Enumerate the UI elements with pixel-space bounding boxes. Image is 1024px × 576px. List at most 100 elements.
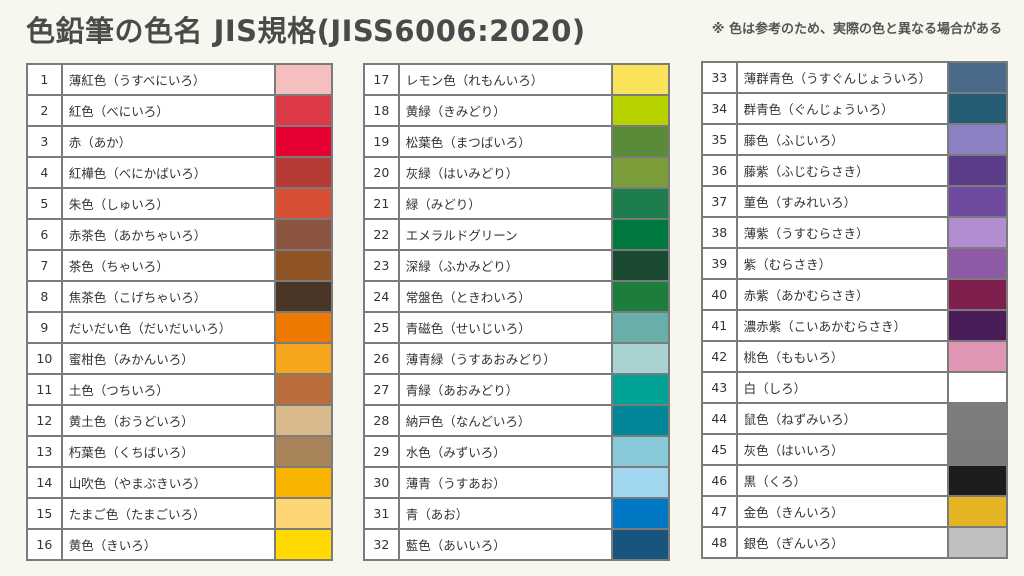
color-number: 36	[701, 154, 738, 187]
color-name: 菫色（すみれいろ）	[735, 185, 950, 218]
color-name: 茶色（ちゃいろ）	[60, 249, 276, 282]
color-name: 藤色（ふじいろ）	[735, 123, 950, 156]
color-name: 薄紫（うすむらさき）	[735, 216, 950, 249]
color-name: エメラルドグリーン	[397, 218, 613, 251]
table-row: 19 松葉色（まつばいろ）	[363, 125, 671, 158]
table-row: 9 だいだい色（だいだいいろ）	[26, 311, 334, 344]
color-name: 松葉色（まつばいろ）	[397, 125, 613, 158]
color-swatch	[610, 280, 671, 313]
color-name: 群青色（ぐんじょういろ）	[735, 92, 950, 125]
color-swatch	[947, 371, 1008, 404]
color-swatch	[947, 340, 1008, 373]
color-swatch	[610, 373, 671, 406]
color-table-column-1: 1 薄紅色（うすべにいろ） 2 紅色（べにいろ） 3 赤（あか） 4 紅樺色（べにかばいろ） 5…	[26, 63, 334, 561]
table-row: 40 赤紫（あかむらさき）	[701, 278, 1008, 311]
color-number: 29	[363, 435, 400, 468]
color-number: 44	[701, 402, 738, 435]
color-name: 納戸色（なんどいろ）	[397, 404, 613, 437]
color-name: 濃赤紫（こいあかむらさき）	[735, 309, 950, 342]
table-row: 18 黄緑（きみどり）	[363, 94, 671, 127]
color-swatch	[947, 526, 1008, 559]
color-swatch	[273, 311, 334, 344]
table-row: 47 金色（きんいろ）	[701, 495, 1008, 528]
color-swatch	[947, 92, 1008, 125]
color-name: 緑（みどり）	[397, 187, 613, 220]
table-row: 8 焦茶色（こげちゃいろ）	[26, 280, 334, 313]
color-number: 14	[26, 466, 63, 499]
disclaimer-note: ※ 色は参考のため、実際の色と異なる場合がある	[711, 22, 1002, 37]
table-row: 39 紫（むらさき）	[701, 247, 1008, 280]
table-row: 42 桃色（ももいろ）	[701, 340, 1008, 373]
color-swatch	[610, 156, 671, 189]
color-name: 薄青（うすあお）	[397, 466, 613, 499]
table-row: 11 土色（つちいろ）	[26, 373, 334, 406]
table-row: 4 紅樺色（べにかばいろ）	[26, 156, 334, 189]
color-swatch	[273, 63, 334, 96]
color-number: 40	[701, 278, 738, 311]
color-swatch	[273, 373, 334, 406]
color-name: 赤茶色（あかちゃいろ）	[60, 218, 276, 251]
color-name: 桃色（ももいろ）	[735, 340, 950, 373]
table-row: 29 水色（みずいろ）	[363, 435, 671, 468]
color-swatch	[273, 94, 334, 127]
color-number: 32	[363, 528, 400, 561]
color-number: 7	[26, 249, 63, 282]
color-name: 黄緑（きみどり）	[397, 94, 613, 127]
table-row: 2 紅色（べにいろ）	[26, 94, 334, 127]
table-row: 25 青磁色（せいじいろ）	[363, 311, 671, 344]
color-swatch	[273, 187, 334, 220]
color-number: 18	[363, 94, 400, 127]
color-number: 42	[701, 340, 738, 373]
color-swatch	[610, 218, 671, 251]
color-name: 藍色（あいいろ）	[397, 528, 613, 561]
color-name: 朱色（しゅいろ）	[60, 187, 276, 220]
color-number: 37	[701, 185, 738, 218]
table-row: 34 群青色（ぐんじょういろ）	[701, 92, 1008, 125]
color-swatch	[947, 216, 1008, 249]
color-swatch	[273, 466, 334, 499]
color-number: 23	[363, 249, 400, 282]
color-number: 21	[363, 187, 400, 220]
page-title: 色鉛筆の色名 JIS規格(JISS6006:2020)	[26, 14, 586, 48]
table-row: 44 鼠色（ねずみいろ）	[701, 402, 1008, 435]
color-number: 12	[26, 404, 63, 437]
table-row: 32 藍色（あいいろ）	[363, 528, 671, 561]
color-number: 8	[26, 280, 63, 313]
color-number: 47	[701, 495, 738, 528]
table-row: 10 蜜柑色（みかんいろ）	[26, 342, 334, 375]
color-name: 朽葉色（くちばいろ）	[60, 435, 276, 468]
color-number: 22	[363, 218, 400, 251]
color-swatch	[273, 218, 334, 251]
color-number: 9	[26, 311, 63, 344]
color-swatch	[947, 402, 1008, 435]
color-swatch	[273, 249, 334, 282]
color-name: 鼠色（ねずみいろ）	[735, 402, 950, 435]
color-number: 26	[363, 342, 400, 375]
color-swatch	[610, 311, 671, 344]
color-number: 31	[363, 497, 400, 530]
color-number: 28	[363, 404, 400, 437]
table-row: 6 赤茶色（あかちゃいろ）	[26, 218, 334, 251]
color-number: 48	[701, 526, 738, 559]
color-table-column-2: 17 レモン色（れもんいろ） 18 黄緑（きみどり） 19 松葉色（まつばいろ） 20 灰緑（…	[363, 63, 671, 561]
table-row: 31 青（あお）	[363, 497, 671, 530]
color-swatch	[273, 156, 334, 189]
color-swatch	[273, 125, 334, 158]
color-name: 土色（つちいろ）	[60, 373, 276, 406]
color-name: 紅色（べにいろ）	[60, 94, 276, 127]
color-swatch	[947, 61, 1008, 94]
color-name: 深緑（ふかみどり）	[397, 249, 613, 282]
table-row: 33 薄群青色（うすぐんじょういろ）	[701, 61, 1008, 94]
color-swatch	[610, 125, 671, 158]
table-row: 1 薄紅色（うすべにいろ）	[26, 63, 334, 96]
table-row: 43 白（しろ）	[701, 371, 1008, 404]
color-swatch	[610, 187, 671, 220]
table-row: 38 薄紫（うすむらさき）	[701, 216, 1008, 249]
table-row: 22 エメラルドグリーン	[363, 218, 671, 251]
color-swatch	[273, 497, 334, 530]
color-swatch	[273, 342, 334, 375]
color-swatch	[610, 435, 671, 468]
table-row: 30 薄青（うすあお）	[363, 466, 671, 499]
table-row: 28 納戸色（なんどいろ）	[363, 404, 671, 437]
color-swatch	[610, 497, 671, 530]
